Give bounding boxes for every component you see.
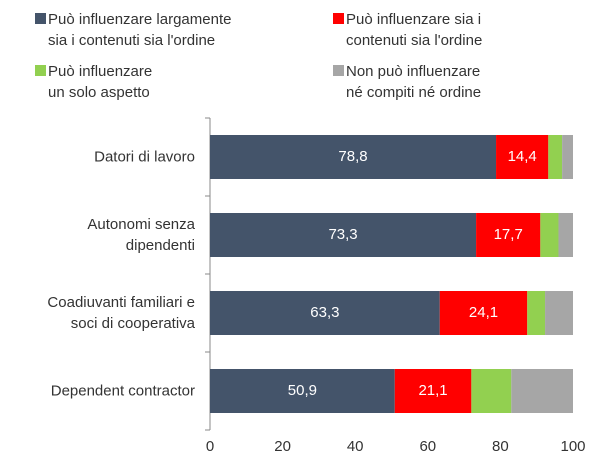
bar-segment [558, 213, 573, 257]
bar-segment [210, 135, 497, 179]
bar-segment [210, 291, 440, 335]
category-label: Coadiuvanti familiari e soci di cooperat… [47, 294, 195, 332]
legend-swatch [333, 13, 344, 24]
bar-segment [476, 213, 541, 257]
bar-segment [210, 369, 395, 413]
bar-segment [394, 369, 472, 413]
legend-swatch [35, 13, 46, 24]
legend-swatch [35, 65, 46, 76]
x-tick-label: 60 [419, 438, 436, 455]
data-label: 21,1 [418, 382, 447, 399]
legend-swatch [333, 65, 344, 76]
legend-label: Può influenzare largamente sia i contenu… [48, 11, 232, 49]
data-label: 24,1 [469, 304, 498, 321]
bar-segment [511, 369, 573, 413]
legend-label: Non può influenzare né compiti né ordine [346, 63, 482, 101]
bar-segment [545, 291, 573, 335]
category-label: Datori di lavoro [94, 148, 195, 166]
bar-segment [540, 213, 559, 257]
bar-segment [471, 369, 512, 413]
bar-segment [496, 135, 549, 179]
bar-segment [439, 291, 528, 335]
category-label: Autonomi senza dipendenti [87, 216, 195, 254]
bar-segment [548, 135, 563, 179]
bar-segment [210, 213, 477, 257]
x-tick-label: 0 [206, 438, 214, 455]
data-label: 73,3 [328, 226, 357, 243]
data-label: 50,9 [288, 382, 317, 399]
legend-label: Può influenzare sia i contenuti sia l'or… [346, 11, 483, 49]
category-label: Dependent contractor [50, 382, 195, 400]
legend-label: Può influenzare un solo aspetto [48, 63, 153, 101]
data-label: 63,3 [310, 304, 339, 321]
data-label: 78,8 [338, 148, 367, 165]
data-label: 17,7 [494, 226, 523, 243]
x-tick-label: 40 [347, 438, 364, 455]
x-tick-label: 20 [274, 438, 291, 455]
bar-segment [527, 291, 546, 335]
data-label: 14,4 [508, 148, 537, 165]
x-tick-label: 100 [560, 438, 585, 455]
x-tick-label: 80 [492, 438, 509, 455]
bar-segment [562, 135, 573, 179]
